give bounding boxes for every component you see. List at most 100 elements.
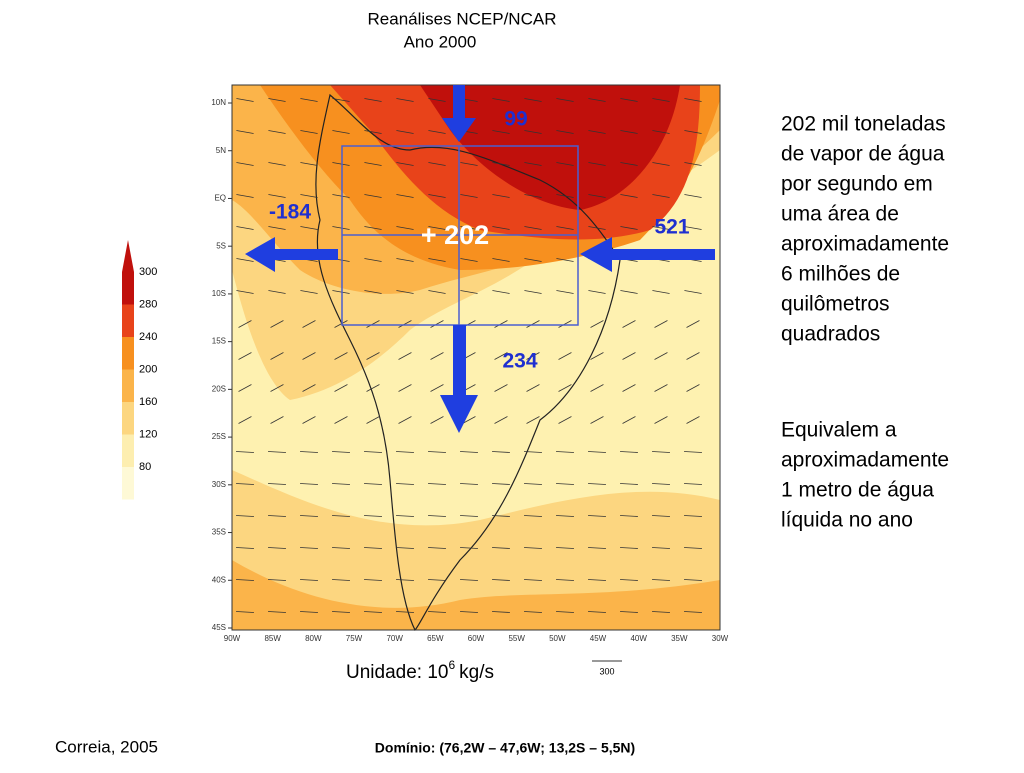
- wind-vector: [270, 416, 284, 424]
- wind-vector: [364, 515, 382, 517]
- wind-vector: [524, 483, 542, 485]
- wind-vector: [494, 416, 508, 424]
- lon-label: 55W: [508, 634, 525, 643]
- wind-vector: [460, 579, 478, 581]
- wind-vector: [652, 194, 670, 198]
- legend-label: 200: [139, 363, 157, 375]
- unit-suffix: kg/s: [459, 662, 494, 683]
- unit: Unidade: 106 kg/s: [346, 658, 494, 683]
- wind-vector: [430, 384, 444, 392]
- wind-vector: [492, 194, 510, 198]
- legend-swatch: [122, 402, 134, 435]
- wind-vector: [364, 162, 382, 166]
- wind-vector: [364, 579, 382, 581]
- wind-vector: [396, 579, 414, 581]
- wind-vector: [428, 515, 446, 517]
- wind-vector: [364, 226, 382, 230]
- wind-vector: [684, 579, 702, 581]
- wind-vector: [302, 384, 316, 392]
- wind-vector: [492, 547, 510, 549]
- wind-vector: [588, 162, 606, 166]
- wind-vector: [556, 483, 574, 485]
- note-line: líquida no ano: [781, 509, 913, 532]
- wind-vector: [364, 290, 382, 294]
- wind-vector: [332, 579, 350, 581]
- wind-vector: [524, 579, 542, 581]
- wind-vector: [684, 98, 702, 102]
- wind-vector: [684, 226, 702, 230]
- lat-label: 45S: [212, 623, 226, 632]
- wind-vector: [686, 320, 700, 328]
- wind-vector: [428, 130, 446, 134]
- lon-label: 60W: [468, 634, 485, 643]
- legend-swatch: [122, 434, 134, 467]
- wind-vector: [300, 611, 318, 613]
- wind-vector: [620, 290, 638, 294]
- unit-exponent: 6: [448, 658, 455, 672]
- wind-vector: [236, 130, 254, 134]
- wind-vector: [268, 451, 286, 453]
- wind-vector: [686, 384, 700, 392]
- wind-vector: [556, 451, 574, 453]
- wind-vector: [588, 194, 606, 198]
- flux-arrow: [245, 237, 338, 272]
- wind-vector: [236, 483, 254, 485]
- wind-vector: [684, 290, 702, 294]
- wind-vector: [620, 515, 638, 517]
- wind-vector: [652, 226, 670, 230]
- wind-vector: [300, 162, 318, 166]
- wind-vector: [588, 579, 606, 581]
- wind-vector: [556, 579, 574, 581]
- wind-vector: [428, 194, 446, 198]
- wind-vector: [620, 162, 638, 166]
- wind-vector: [524, 194, 542, 198]
- wind-vector: [524, 162, 542, 166]
- legend-swatch: [122, 272, 134, 305]
- wind-vector: [364, 451, 382, 453]
- flux-arrow: [442, 85, 476, 142]
- legend-label: 280: [139, 298, 157, 310]
- lon-label: 50W: [549, 634, 566, 643]
- wind-vector: [332, 130, 350, 134]
- flux-net: + 202: [421, 220, 489, 250]
- wind-vector: [494, 320, 508, 328]
- wind-vector: [300, 98, 318, 102]
- wind-vector: [460, 258, 478, 262]
- wind-vector: [364, 258, 382, 262]
- source: Correia, 2005: [55, 737, 158, 756]
- wind-vector: [398, 384, 412, 392]
- wind-vector: [396, 162, 414, 166]
- wind-vector: [300, 515, 318, 517]
- wind-vector: [236, 611, 254, 613]
- wind-vector: [684, 483, 702, 485]
- wind-vector: [302, 416, 316, 424]
- wind-vector: [492, 130, 510, 134]
- note-line: 202 mil toneladas: [781, 113, 946, 136]
- wind-vector: [588, 98, 606, 102]
- wind-vector: [652, 483, 670, 485]
- wind-vector: [460, 194, 478, 198]
- wind-vector: [556, 290, 574, 294]
- wind-vector: [332, 98, 350, 102]
- wind-vector: [460, 547, 478, 549]
- lon-label: 40W: [630, 634, 647, 643]
- lon-label: 90W: [224, 634, 241, 643]
- legend-swatch: [122, 369, 134, 402]
- wind-vector: [364, 194, 382, 198]
- legend-label: 240: [139, 331, 157, 343]
- wind-vector: [622, 352, 636, 360]
- wind-vector: [268, 130, 286, 134]
- lat-label: 10N: [211, 98, 226, 107]
- wind-vector: [428, 611, 446, 613]
- wind-vector: [558, 416, 572, 424]
- wind-vector: [686, 416, 700, 424]
- wind-vector: [556, 611, 574, 613]
- wind-vector: [588, 451, 606, 453]
- wind-vector: [236, 98, 254, 102]
- lon-label: 35W: [671, 634, 688, 643]
- wind-vector: [622, 416, 636, 424]
- wind-vector: [460, 162, 478, 166]
- wind-vector: [556, 515, 574, 517]
- wind-vector: [270, 384, 284, 392]
- wind-vector: [396, 130, 414, 134]
